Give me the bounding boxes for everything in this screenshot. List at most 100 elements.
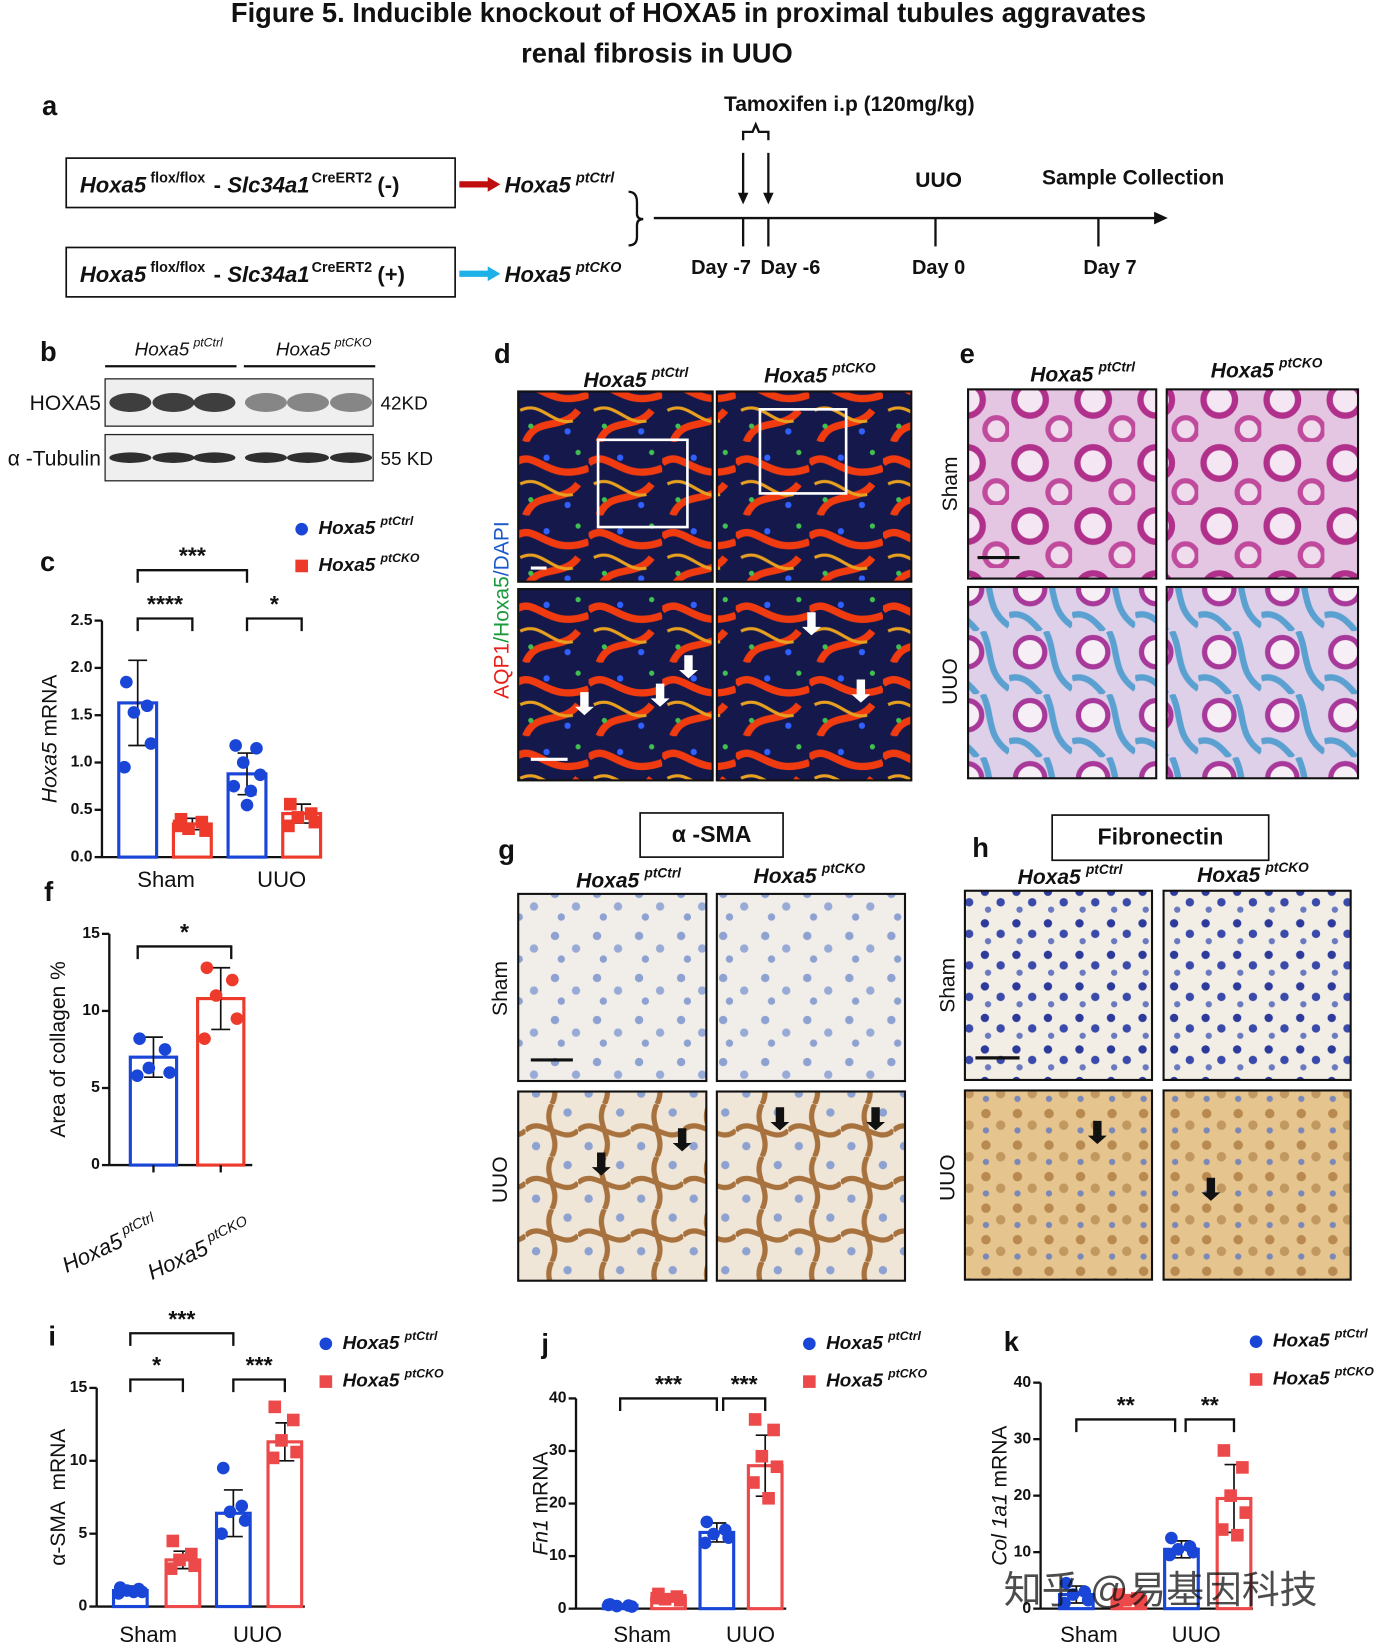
data-point — [244, 784, 258, 798]
text-part: /Hoxa5 — [490, 576, 513, 643]
text-part: mRNA — [988, 1426, 1011, 1494]
day-label: Day 0 — [912, 257, 965, 279]
blot-band — [244, 452, 287, 463]
watermark: 知乎 @易基因科技 — [1004, 1570, 1318, 1612]
stain-title: Fibronectin — [1098, 823, 1224, 849]
stain-title: α -SMA — [672, 821, 752, 847]
y-tick-label: 10 — [549, 1547, 567, 1564]
text-part: Hoxa5 — [826, 1371, 883, 1392]
genotype-label: Hoxa5 ptCtrl — [505, 170, 616, 197]
legend-marker — [295, 559, 308, 573]
blot-band — [330, 393, 373, 412]
genotype-label: Hoxa5 ptCKO — [1197, 860, 1309, 886]
data-point — [698, 1536, 712, 1550]
data-point — [184, 1547, 198, 1561]
data-point — [767, 1423, 780, 1437]
y-axis-label: Area of collagen % — [46, 961, 69, 1137]
text-part: ptCKO — [821, 861, 866, 876]
text-part: flox/flox — [150, 170, 205, 186]
row-label: UUO — [489, 1156, 512, 1203]
genotype-label: Hoxa5 ptCtrl — [135, 336, 223, 361]
micrograph — [715, 892, 907, 1083]
row-label: Sham — [939, 457, 962, 512]
significance-label: * — [180, 919, 189, 945]
significance-bracket — [136, 945, 233, 960]
legend-label: Hoxa5 ptCtrl — [318, 514, 413, 539]
figure-label: Figure 5. — [231, 0, 345, 28]
day-label: Day 7 — [1083, 257, 1136, 279]
pointer-arrow — [591, 1152, 611, 1176]
y-tick-label: 30 — [549, 1442, 567, 1459]
data-point — [253, 768, 267, 782]
y-tick-label: 5 — [78, 1525, 87, 1542]
treatment: Tamoxifen i.p (120mg/kg) — [724, 93, 975, 116]
size-label: 42KD — [381, 394, 428, 415]
data-point — [268, 1400, 282, 1414]
y-tick-label: 0.0 — [71, 848, 93, 865]
data-point — [770, 1460, 784, 1474]
text-part: Hoxa5 — [276, 339, 331, 360]
pointer-arrow — [672, 1128, 692, 1152]
data-point — [142, 1061, 156, 1075]
text-part: ptCtrl — [887, 1329, 921, 1343]
data-point — [199, 824, 212, 837]
y-tick-label: 5 — [91, 1079, 100, 1096]
genotype-label: Hoxa5 ptCKO — [1211, 356, 1323, 382]
micrograph — [715, 390, 913, 583]
legend-label: Hoxa5 ptCKO — [318, 551, 419, 576]
y-tick-label: 20 — [1014, 1487, 1032, 1504]
blot-band — [193, 452, 236, 463]
row-label: Sham — [937, 958, 960, 1013]
significance-label: *** — [731, 1371, 758, 1397]
bar — [266, 1440, 304, 1609]
data-point — [762, 1491, 775, 1505]
y-tick-label: 0 — [1022, 1600, 1031, 1617]
genotype-label: Hoxa5 ptCKO — [276, 336, 372, 361]
text-part: ptCKO — [334, 336, 372, 350]
micrograph — [967, 388, 1158, 580]
significance-bracket — [618, 1397, 719, 1412]
text-part: ptCtrl — [1098, 360, 1137, 375]
arrow-head — [487, 177, 501, 192]
injection-arrow-head — [737, 192, 749, 205]
micrograph — [1165, 388, 1360, 580]
panel-letter: d — [494, 338, 511, 369]
data-point — [700, 1515, 714, 1529]
data-point — [127, 1585, 141, 1599]
significance-label: ** — [1201, 1392, 1219, 1418]
x-tick-label: UUO — [233, 1622, 282, 1647]
text-part: ptCtrl — [192, 336, 223, 350]
pointer-arrow — [801, 612, 821, 636]
genotype-label: Hoxa5 ptCtrl — [1030, 360, 1136, 386]
data-point — [308, 815, 322, 829]
legend-marker — [803, 1337, 816, 1351]
text-part: Hoxa5 — [826, 1333, 883, 1354]
genotype-label: Hoxa5 ptCtrl — [1018, 862, 1124, 888]
panel-letter: c — [40, 546, 55, 577]
data-point — [602, 1598, 615, 1612]
text-part: Fn1 — [529, 1519, 552, 1555]
panel-letter: a — [42, 90, 58, 121]
blot-band — [152, 452, 195, 463]
data-point — [1059, 1576, 1073, 1590]
row-label: UUO — [937, 1154, 960, 1201]
legend-label: Hoxa5 ptCtrl — [1273, 1327, 1368, 1352]
text-part: Hoxa5 — [764, 364, 827, 387]
title-line: Inducible knockout of HOXA5 in proximal … — [352, 0, 1146, 28]
text-part: Hoxa5 — [38, 742, 61, 803]
data-point — [227, 779, 241, 793]
text-part: flox/flox — [150, 260, 205, 276]
data-point — [650, 1591, 664, 1605]
blot-band — [152, 393, 195, 412]
pointer-arrow — [574, 692, 594, 716]
data-point — [188, 1559, 201, 1573]
x-tick-label: Sham — [613, 1622, 671, 1647]
pointer-arrow — [650, 683, 670, 707]
data-point — [1224, 1489, 1237, 1502]
micrograph — [517, 390, 714, 583]
data-point — [1134, 1594, 1147, 1608]
data-point — [1239, 1506, 1253, 1519]
genotype-cross: Hoxa5 flox/flox - Slc34a1 CreERT2 (-) — [80, 170, 400, 197]
data-point — [747, 1476, 760, 1489]
